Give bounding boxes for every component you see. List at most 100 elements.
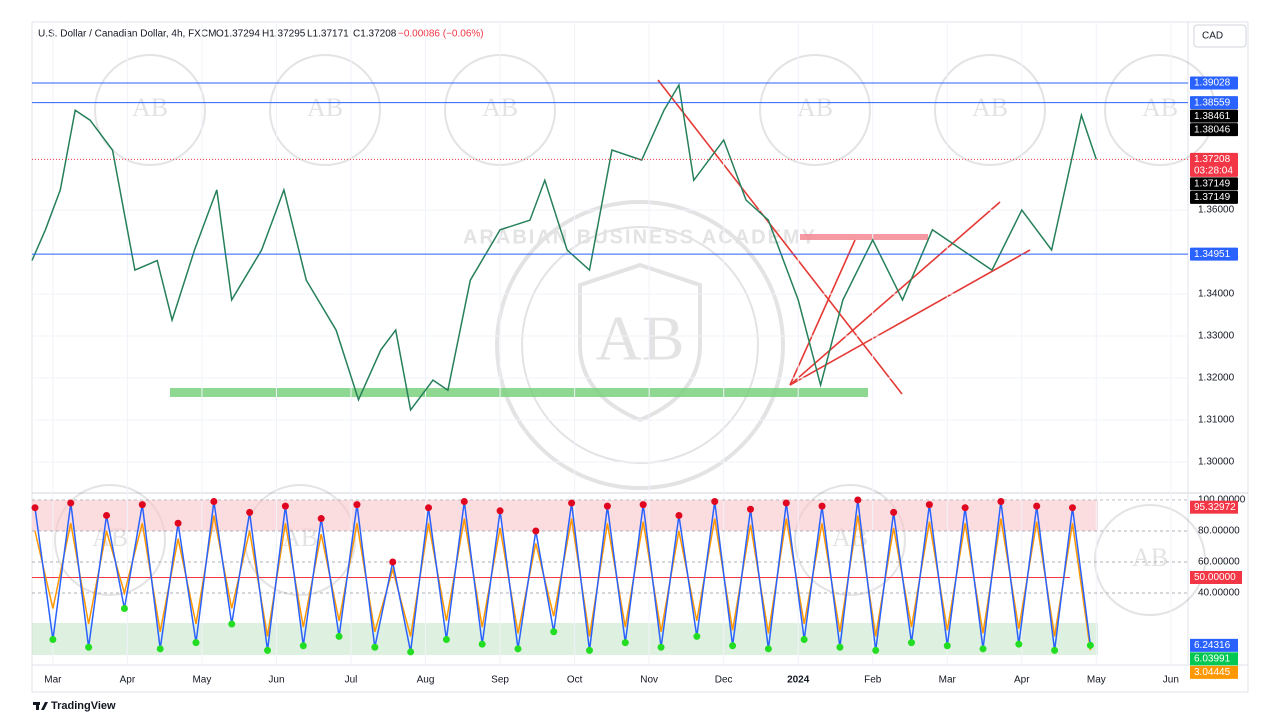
countdown-label: 03:28:04 (1194, 166, 1233, 177)
extreme-dot (1033, 502, 1041, 510)
extreme-dot (586, 646, 594, 654)
extreme-dot (854, 496, 862, 504)
price-label: 1.39028 (1194, 78, 1231, 89)
x-tick-label: Oct (567, 675, 583, 686)
overbought-zone (32, 500, 1098, 531)
x-tick-label: Dec (715, 675, 733, 686)
extreme-dot (49, 636, 57, 644)
extreme-dot (138, 501, 146, 509)
y-tick-label: 1.30000 (1198, 457, 1235, 468)
extreme-dot (228, 620, 236, 628)
trend-lines (657, 79, 1031, 395)
extreme-dot (1051, 646, 1059, 654)
extreme-dot (693, 632, 701, 640)
currency-label[interactable]: CAD (1202, 31, 1223, 42)
extreme-dot (657, 643, 665, 651)
y-tick-label: 80.00000 (1198, 526, 1240, 537)
x-tick-label: Jul (345, 675, 358, 686)
extreme-dot (1086, 641, 1094, 649)
trend-line (789, 249, 1031, 386)
extreme-dot (675, 511, 683, 519)
extreme-dot (246, 508, 254, 516)
extreme-dot (997, 497, 1005, 505)
watermark-ring (934, 54, 1046, 166)
value-label: 6.03991 (1194, 653, 1231, 664)
extreme-dot (264, 646, 272, 654)
extreme-dot (31, 504, 39, 512)
extreme-dot (281, 502, 289, 510)
extreme-dot (711, 497, 719, 505)
currency-button[interactable] (1193, 24, 1247, 48)
oscillator-line (34, 499, 1092, 653)
x-tick-label: Apr (120, 675, 136, 686)
extreme-dot (103, 511, 111, 519)
price-label: 1.38046 (1194, 124, 1231, 135)
price-label: 1.38461 (1194, 111, 1231, 122)
extreme-dot (961, 504, 969, 512)
watermark-ring (269, 54, 381, 166)
extreme-dot (425, 504, 433, 512)
watermark-logo: AB (596, 303, 685, 374)
watermark-ring (54, 484, 166, 596)
extreme-dot (907, 639, 915, 647)
extreme-dot (836, 643, 844, 651)
ohlc-low: L1.37171 (307, 29, 349, 40)
extreme-dot (729, 642, 737, 650)
value-label-box (1190, 652, 1238, 666)
extreme-dot (478, 640, 486, 648)
value-label-box (1190, 500, 1238, 514)
ohlc-change: −0.00086 (−0.06%) (398, 29, 484, 40)
midline-label: 50.00000 (1194, 572, 1236, 583)
price-label: 1.37149 (1194, 179, 1231, 190)
x-tick-label: May (192, 675, 211, 686)
extreme-dot (800, 636, 808, 644)
price-label: 1.34951 (1194, 249, 1231, 260)
x-tick-label: Feb (864, 675, 882, 686)
x-tick-label: Jun (268, 675, 284, 686)
extreme-dot (764, 645, 772, 653)
extreme-dot (514, 645, 522, 653)
price-line (31, 82, 1098, 412)
extreme-dot (156, 645, 164, 653)
extreme-dot (639, 501, 647, 509)
extreme-dot (943, 642, 951, 650)
y-tick-label: 1.34000 (1198, 289, 1235, 300)
price-label-box (1190, 177, 1238, 191)
watermark-ring (521, 226, 759, 464)
extreme-dot (85, 643, 93, 651)
extreme-dot (890, 508, 898, 516)
price-label-box (1190, 76, 1238, 90)
watermark-logo: AB (1132, 543, 1168, 572)
y-tick-label: 40.00000 (1198, 588, 1240, 599)
extreme-dot (210, 497, 218, 505)
extreme-dot (746, 505, 754, 513)
value-label: 3.04445 (1194, 667, 1231, 678)
extreme-dot (120, 605, 128, 613)
watermark-ring (94, 54, 206, 166)
watermark-logo: AB (132, 93, 168, 122)
support-zone (170, 388, 868, 397)
value-label: 6.24316 (1194, 640, 1231, 651)
y-tick-label: 1.36000 (1198, 205, 1235, 216)
extreme-dot (621, 639, 629, 647)
x-tick-label: Jun (1163, 675, 1179, 686)
extreme-dot (568, 499, 576, 507)
extreme-dot (782, 499, 790, 507)
midline-label-box (1190, 570, 1242, 584)
extreme-dot (371, 643, 379, 651)
ohlc-high: H1.37295 (262, 29, 306, 40)
extreme-dot (174, 519, 182, 527)
resistance-zone (800, 234, 928, 240)
watermark-logo: AB (307, 93, 343, 122)
footer-brand: TradingView (51, 700, 116, 712)
extreme-dot (192, 639, 200, 647)
extreme-dot (317, 515, 325, 523)
ohlc-close: C1.37208 (353, 29, 397, 40)
price-label-box (1190, 123, 1238, 137)
price-label-box (1190, 96, 1238, 110)
watermark-logo: AB (797, 93, 833, 122)
x-tick-label: Apr (1014, 675, 1030, 686)
oversold-zone (32, 623, 1098, 655)
logo-part (36, 702, 39, 710)
